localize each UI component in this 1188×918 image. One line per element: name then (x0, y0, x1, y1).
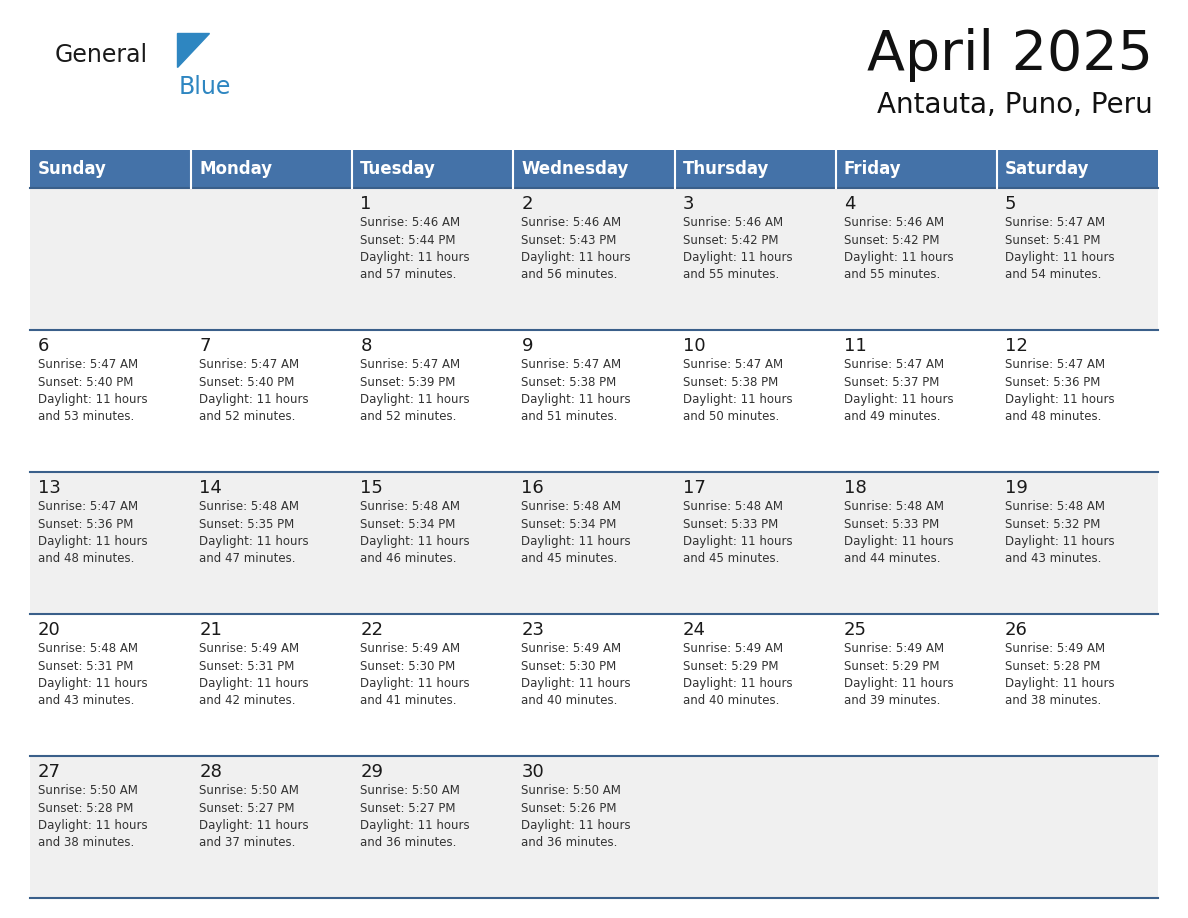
Bar (30, 330, 1158, 472)
Text: 4: 4 (843, 195, 855, 213)
Text: 12: 12 (1005, 337, 1028, 355)
Text: Saturday: Saturday (1005, 160, 1089, 178)
Bar (353, 150, 513, 188)
Text: Sunrise: 5:48 AM
Sunset: 5:34 PM
Daylight: 11 hours
and 45 minutes.: Sunrise: 5:48 AM Sunset: 5:34 PM Dayligh… (522, 500, 631, 565)
Text: 14: 14 (200, 479, 222, 497)
Text: 20: 20 (38, 621, 61, 639)
Text: Sunrise: 5:47 AM
Sunset: 5:40 PM
Daylight: 11 hours
and 52 minutes.: Sunrise: 5:47 AM Sunset: 5:40 PM Dayligh… (200, 358, 309, 423)
Text: Sunrise: 5:48 AM
Sunset: 5:33 PM
Daylight: 11 hours
and 44 minutes.: Sunrise: 5:48 AM Sunset: 5:33 PM Dayligh… (843, 500, 953, 565)
Text: Blue: Blue (179, 75, 232, 99)
Text: Sunrise: 5:48 AM
Sunset: 5:35 PM
Daylight: 11 hours
and 47 minutes.: Sunrise: 5:48 AM Sunset: 5:35 PM Dayligh… (200, 500, 309, 565)
Text: Sunrise: 5:46 AM
Sunset: 5:44 PM
Daylight: 11 hours
and 57 minutes.: Sunrise: 5:46 AM Sunset: 5:44 PM Dayligh… (360, 216, 470, 282)
Text: Sunrise: 5:50 AM
Sunset: 5:27 PM
Daylight: 11 hours
and 37 minutes.: Sunrise: 5:50 AM Sunset: 5:27 PM Dayligh… (200, 784, 309, 849)
Text: Sunrise: 5:47 AM
Sunset: 5:39 PM
Daylight: 11 hours
and 52 minutes.: Sunrise: 5:47 AM Sunset: 5:39 PM Dayligh… (360, 358, 470, 423)
Bar (30, 188, 1158, 330)
Text: 23: 23 (522, 621, 544, 639)
Text: 1: 1 (360, 195, 372, 213)
Text: 3: 3 (683, 195, 694, 213)
Text: 5: 5 (1005, 195, 1017, 213)
Text: Sunrise: 5:48 AM
Sunset: 5:31 PM
Daylight: 11 hours
and 43 minutes.: Sunrise: 5:48 AM Sunset: 5:31 PM Dayligh… (38, 642, 147, 708)
Text: 10: 10 (683, 337, 706, 355)
Text: Sunrise: 5:46 AM
Sunset: 5:43 PM
Daylight: 11 hours
and 56 minutes.: Sunrise: 5:46 AM Sunset: 5:43 PM Dayligh… (522, 216, 631, 282)
Text: Sunrise: 5:49 AM
Sunset: 5:29 PM
Daylight: 11 hours
and 39 minutes.: Sunrise: 5:49 AM Sunset: 5:29 PM Dayligh… (843, 642, 953, 708)
Text: Sunrise: 5:49 AM
Sunset: 5:31 PM
Daylight: 11 hours
and 42 minutes.: Sunrise: 5:49 AM Sunset: 5:31 PM Dayligh… (200, 642, 309, 708)
Text: Sunrise: 5:47 AM
Sunset: 5:38 PM
Daylight: 11 hours
and 51 minutes.: Sunrise: 5:47 AM Sunset: 5:38 PM Dayligh… (522, 358, 631, 423)
Text: 29: 29 (360, 763, 384, 781)
Text: Sunrise: 5:48 AM
Sunset: 5:32 PM
Daylight: 11 hours
and 43 minutes.: Sunrise: 5:48 AM Sunset: 5:32 PM Dayligh… (1005, 500, 1114, 565)
Text: 17: 17 (683, 479, 706, 497)
Text: Thursday: Thursday (683, 160, 769, 178)
Text: Sunrise: 5:48 AM
Sunset: 5:34 PM
Daylight: 11 hours
and 46 minutes.: Sunrise: 5:48 AM Sunset: 5:34 PM Dayligh… (360, 500, 470, 565)
Text: 18: 18 (843, 479, 866, 497)
Text: Sunrise: 5:47 AM
Sunset: 5:36 PM
Daylight: 11 hours
and 48 minutes.: Sunrise: 5:47 AM Sunset: 5:36 PM Dayligh… (38, 500, 147, 565)
Text: 9: 9 (522, 337, 533, 355)
Bar (513, 150, 675, 188)
Text: 26: 26 (1005, 621, 1028, 639)
Text: Sunrise: 5:47 AM
Sunset: 5:40 PM
Daylight: 11 hours
and 53 minutes.: Sunrise: 5:47 AM Sunset: 5:40 PM Dayligh… (38, 358, 147, 423)
Bar (675, 150, 835, 188)
Text: Sunrise: 5:49 AM
Sunset: 5:29 PM
Daylight: 11 hours
and 40 minutes.: Sunrise: 5:49 AM Sunset: 5:29 PM Dayligh… (683, 642, 792, 708)
Text: 13: 13 (38, 479, 61, 497)
Bar (30, 150, 191, 188)
Text: Sunrise: 5:47 AM
Sunset: 5:36 PM
Daylight: 11 hours
and 48 minutes.: Sunrise: 5:47 AM Sunset: 5:36 PM Dayligh… (1005, 358, 1114, 423)
Text: Sunrise: 5:46 AM
Sunset: 5:42 PM
Daylight: 11 hours
and 55 minutes.: Sunrise: 5:46 AM Sunset: 5:42 PM Dayligh… (843, 216, 953, 282)
Text: Sunday: Sunday (38, 160, 107, 178)
Bar (191, 150, 353, 188)
Text: 2: 2 (522, 195, 533, 213)
Bar (30, 472, 1158, 614)
Text: 25: 25 (843, 621, 867, 639)
Text: Sunrise: 5:49 AM
Sunset: 5:28 PM
Daylight: 11 hours
and 38 minutes.: Sunrise: 5:49 AM Sunset: 5:28 PM Dayligh… (1005, 642, 1114, 708)
Text: 19: 19 (1005, 479, 1028, 497)
Bar (30, 756, 1158, 898)
Text: Sunrise: 5:48 AM
Sunset: 5:33 PM
Daylight: 11 hours
and 45 minutes.: Sunrise: 5:48 AM Sunset: 5:33 PM Dayligh… (683, 500, 792, 565)
Text: 30: 30 (522, 763, 544, 781)
Text: 11: 11 (843, 337, 866, 355)
Text: Sunrise: 5:46 AM
Sunset: 5:42 PM
Daylight: 11 hours
and 55 minutes.: Sunrise: 5:46 AM Sunset: 5:42 PM Dayligh… (683, 216, 792, 282)
Text: Sunrise: 5:50 AM
Sunset: 5:26 PM
Daylight: 11 hours
and 36 minutes.: Sunrise: 5:50 AM Sunset: 5:26 PM Dayligh… (522, 784, 631, 849)
Text: 7: 7 (200, 337, 210, 355)
Text: General: General (55, 43, 148, 67)
Text: Sunrise: 5:47 AM
Sunset: 5:38 PM
Daylight: 11 hours
and 50 minutes.: Sunrise: 5:47 AM Sunset: 5:38 PM Dayligh… (683, 358, 792, 423)
Text: Friday: Friday (843, 160, 902, 178)
Bar (30, 614, 1158, 756)
Text: 15: 15 (360, 479, 384, 497)
Text: Antauta, Puno, Peru: Antauta, Puno, Peru (877, 91, 1154, 119)
Text: Sunrise: 5:47 AM
Sunset: 5:41 PM
Daylight: 11 hours
and 54 minutes.: Sunrise: 5:47 AM Sunset: 5:41 PM Dayligh… (1005, 216, 1114, 282)
Text: 21: 21 (200, 621, 222, 639)
Text: 27: 27 (38, 763, 61, 781)
Text: Sunrise: 5:47 AM
Sunset: 5:37 PM
Daylight: 11 hours
and 49 minutes.: Sunrise: 5:47 AM Sunset: 5:37 PM Dayligh… (843, 358, 953, 423)
Text: Sunrise: 5:50 AM
Sunset: 5:28 PM
Daylight: 11 hours
and 38 minutes.: Sunrise: 5:50 AM Sunset: 5:28 PM Dayligh… (38, 784, 147, 849)
Text: 28: 28 (200, 763, 222, 781)
Text: Monday: Monday (200, 160, 272, 178)
Bar (997, 150, 1158, 188)
Text: Wednesday: Wednesday (522, 160, 628, 178)
Text: 24: 24 (683, 621, 706, 639)
Text: 22: 22 (360, 621, 384, 639)
Text: 6: 6 (38, 337, 50, 355)
Text: 16: 16 (522, 479, 544, 497)
Polygon shape (177, 33, 209, 67)
Text: 8: 8 (360, 337, 372, 355)
Text: Sunrise: 5:49 AM
Sunset: 5:30 PM
Daylight: 11 hours
and 41 minutes.: Sunrise: 5:49 AM Sunset: 5:30 PM Dayligh… (360, 642, 470, 708)
Text: April 2025: April 2025 (867, 28, 1154, 82)
Text: Sunrise: 5:50 AM
Sunset: 5:27 PM
Daylight: 11 hours
and 36 minutes.: Sunrise: 5:50 AM Sunset: 5:27 PM Dayligh… (360, 784, 470, 849)
Text: Sunrise: 5:49 AM
Sunset: 5:30 PM
Daylight: 11 hours
and 40 minutes.: Sunrise: 5:49 AM Sunset: 5:30 PM Dayligh… (522, 642, 631, 708)
Text: Tuesday: Tuesday (360, 160, 436, 178)
Bar (835, 150, 997, 188)
